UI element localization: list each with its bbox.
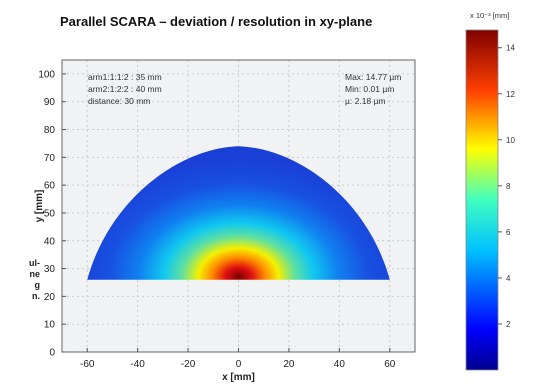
heatmap-region	[87, 146, 390, 280]
y-tick-label: 50	[44, 208, 56, 219]
colorbar-tick-label: 8	[506, 182, 511, 191]
x-tick-label: 60	[384, 359, 396, 370]
param-annotation: arm1:1:1:2 : 35 mm	[88, 72, 162, 82]
side-caption-fragment: ul- ne g n.	[0, 258, 40, 302]
side-caption-line: ne	[29, 269, 40, 279]
colorbar-label: x 10⁻³ [mm]	[470, 11, 509, 20]
x-tick-label: 20	[283, 359, 295, 370]
param-annotation: distance: 30 mm	[88, 96, 150, 106]
stat-annotation: Max: 14.77 µm	[345, 72, 401, 82]
side-caption-line: n.	[32, 291, 40, 301]
side-caption-line: g	[34, 280, 41, 290]
x-tick-label: 0	[236, 359, 242, 370]
colorbar-tick-label: 12	[506, 90, 515, 99]
colorbar-tick-label: 14	[506, 44, 515, 53]
chart-title: Parallel SCARA – deviation / resolution …	[60, 14, 373, 29]
x-tick-label: -40	[130, 359, 145, 370]
x-tick-label: 40	[334, 359, 346, 370]
y-tick-label: 10	[44, 320, 56, 331]
x-tick-label: -60	[80, 359, 95, 370]
colorbar	[465, 29, 499, 371]
colorbar-tick-label: 2	[506, 320, 511, 329]
y-tick-label: 80	[44, 125, 56, 136]
colorbar-tick-label: 4	[506, 274, 511, 283]
x-tick-label: -20	[181, 359, 196, 370]
y-tick-label: 60	[44, 181, 56, 192]
y-tick-label: 70	[44, 153, 56, 164]
param-annotation: arm2:1:2:2 : 40 mm	[88, 84, 162, 94]
stat-annotation: Min: 0.01 µm	[345, 84, 394, 94]
y-tick-label: 0	[49, 348, 55, 359]
y-tick-label: 90	[44, 97, 56, 108]
y-tick-label: 40	[44, 236, 56, 247]
y-tick-label: 100	[38, 69, 55, 80]
y-tick-label: 30	[44, 264, 56, 275]
colorbar-tick-label: 6	[506, 228, 511, 237]
stat-annotation: µ: 2.18 µm	[345, 96, 386, 106]
y-tick-label: 20	[44, 292, 56, 303]
x-axis-label: x [mm]	[222, 372, 255, 383]
y-axis-label: y [mm]	[34, 190, 45, 223]
side-caption-line: ul-	[29, 258, 40, 268]
colorbar-tick-label: 10	[506, 136, 515, 145]
